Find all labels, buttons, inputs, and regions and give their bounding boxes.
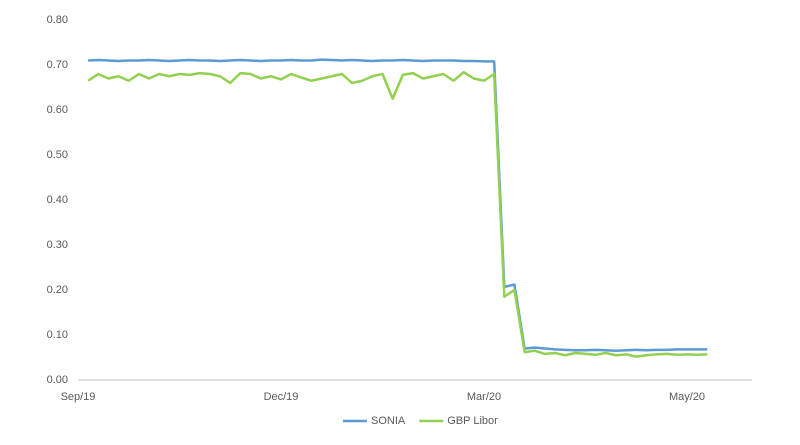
x-tick-label: Sep/19 xyxy=(61,391,96,403)
y-tick-label: 0.20 xyxy=(47,284,68,296)
y-tick-label: 0.30 xyxy=(47,239,68,251)
y-tick-label: 0.60 xyxy=(47,104,68,116)
y-tick-label: 0.10 xyxy=(47,329,68,341)
y-tick-label: 0.80 xyxy=(47,14,68,26)
y-tick-label: 0.00 xyxy=(47,374,68,386)
x-tick-label: May/20 xyxy=(669,391,705,403)
y-tick-label: 0.50 xyxy=(47,149,68,161)
series-line xyxy=(88,58,708,352)
x-tick-label: Dec/19 xyxy=(264,391,299,403)
y-tick-label: 0.70 xyxy=(47,59,68,71)
x-tick-label: Mar/20 xyxy=(467,391,501,403)
series-line xyxy=(87,70,708,358)
y-tick-label: 0.40 xyxy=(47,194,68,206)
legend-label: GBP Libor xyxy=(447,415,498,427)
legend-label: SONIA xyxy=(371,415,406,427)
